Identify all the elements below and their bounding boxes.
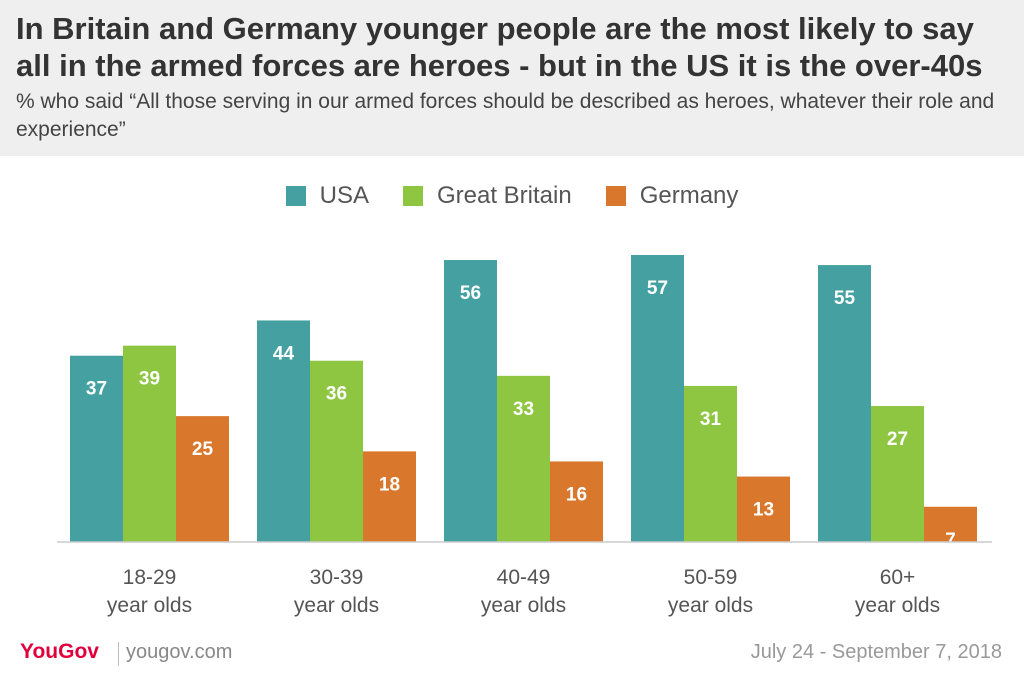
- bar-great-britain-50-59: [684, 385, 737, 542]
- bar-great-britain-30-39: [310, 360, 363, 542]
- x-tick-label-18-29-line-1: 18-29: [123, 566, 177, 589]
- bar-usa-40-49: [444, 260, 497, 542]
- header-band: In Britain and Germany younger people ar…: [0, 0, 1024, 156]
- x-tick-label-30-39-line-2: year olds: [294, 594, 379, 617]
- legend-label-usa: USA: [319, 182, 369, 209]
- data-label-great-britain-18-29: 39: [139, 369, 160, 390]
- legend-item-great-britain: Great Britain: [402, 182, 572, 210]
- data-label-great-britain-60: 27: [887, 429, 908, 450]
- data-label-usa-60: 55: [834, 288, 856, 309]
- data-label-germany-40-49: 16: [566, 484, 587, 505]
- bar-great-britain-40-49: [497, 375, 550, 542]
- data-label-usa-18-29: 37: [86, 379, 107, 400]
- x-tick-label-30-39-line-1: 30-39: [310, 566, 364, 589]
- data-label-germany-60: 7: [945, 530, 956, 551]
- chart-title: In Britain and Germany younger people ar…: [16, 11, 983, 83]
- bar-germany-18-29: [176, 416, 229, 542]
- data-label-germany-30-39: 18: [379, 474, 400, 495]
- x-tick-label-60-line-1: 60+: [880, 566, 916, 589]
- x-tick-label-18-29-line-2: year olds: [107, 594, 192, 617]
- legend: USA Great Britain Germany: [0, 180, 1024, 212]
- bar-usa-60: [818, 265, 871, 542]
- data-label-usa-50-59: 57: [647, 278, 668, 299]
- data-label-usa-30-39: 44: [273, 343, 295, 364]
- bar-germany-40-49: [550, 461, 603, 542]
- data-label-germany-18-29: 25: [192, 439, 214, 460]
- x-tick-label-40-49-line-2: year olds: [481, 594, 566, 617]
- legend-item-germany: Germany: [605, 182, 739, 210]
- legend-swatch-usa: [285, 186, 306, 206]
- bar-great-britain-60: [871, 406, 924, 542]
- bar-usa-18-29: [70, 355, 123, 542]
- bar-germany-60: [924, 506, 977, 542]
- data-label-great-britain-50-59: 31: [700, 409, 722, 430]
- bar-great-britain-18-29: [123, 345, 176, 542]
- bar-germany-30-39: [363, 451, 416, 542]
- legend-label-germany: Germany: [639, 182, 739, 209]
- data-label-great-britain-30-39: 36: [326, 384, 347, 405]
- data-label-germany-50-59: 13: [753, 500, 774, 521]
- footer-date: July 24 - September 7, 2018: [750, 641, 1002, 663]
- x-tick-label-60-line-2: year olds: [855, 594, 940, 617]
- x-tick-label-50-59-line-1: 50-59: [684, 566, 738, 589]
- legend-swatch-germany: [605, 186, 626, 206]
- bar-usa-50-59: [631, 255, 684, 542]
- legend-item-usa: USA: [285, 182, 369, 210]
- data-label-great-britain-40-49: 33: [513, 399, 534, 420]
- bar-germany-50-59: [737, 476, 790, 542]
- data-label-usa-40-49: 56: [460, 283, 481, 304]
- footer-divider: [118, 642, 119, 666]
- yougov-logo: YouGov: [20, 640, 99, 663]
- legend-label-great-britain: Great Britain: [436, 182, 572, 209]
- x-tick-label-40-49-line-1: 40-49: [497, 566, 551, 589]
- chart-subtitle: % who said “All those serving in our arm…: [16, 90, 995, 141]
- bar-usa-30-39: [257, 320, 310, 542]
- footer-website: yougov.com: [126, 641, 233, 663]
- legend-swatch-great-britain: [402, 186, 423, 206]
- bar-chart: 37 39 25 18-29 year olds 44 36 18 30-39 year olds…: [57, 255, 992, 617]
- x-tick-label-50-59-line-2: year olds: [668, 594, 753, 617]
